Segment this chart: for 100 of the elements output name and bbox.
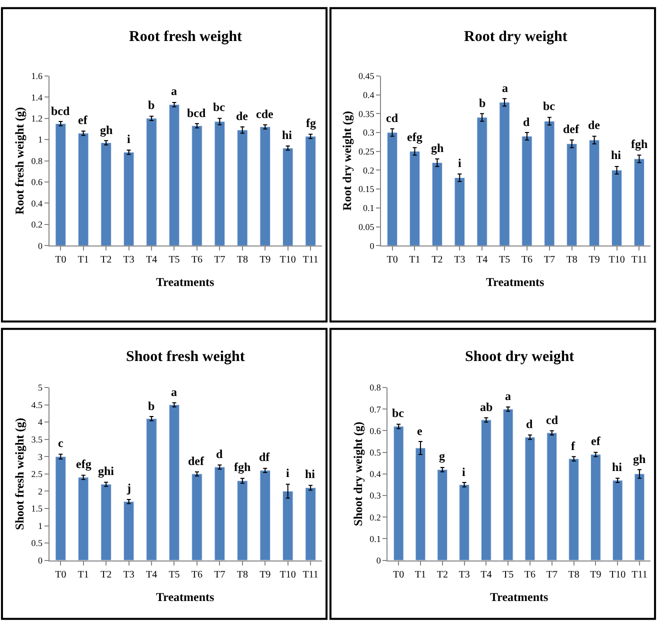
annotation: d bbox=[526, 417, 533, 431]
annotation: e bbox=[417, 424, 423, 438]
y-tick-label: 1.5 bbox=[31, 504, 43, 514]
bar bbox=[409, 151, 420, 246]
bar bbox=[459, 484, 470, 560]
annotation: gh bbox=[100, 123, 113, 137]
annotation: b bbox=[479, 96, 486, 110]
bar bbox=[568, 458, 579, 560]
annotation: ef bbox=[78, 113, 88, 127]
y-axis-title: Shoot fresh weight (g) bbox=[12, 418, 27, 530]
annotation: cde bbox=[256, 107, 274, 121]
annotation: b bbox=[148, 98, 155, 112]
y-tick-label: 1 bbox=[38, 520, 42, 531]
annotation: hi bbox=[612, 460, 623, 474]
bar bbox=[78, 477, 89, 560]
bar bbox=[393, 426, 404, 560]
chart-title: Shoot fresh weight bbox=[126, 349, 245, 365]
chart-title: Root fresh weight bbox=[129, 29, 242, 45]
annotation: a bbox=[505, 389, 511, 403]
annotation: fg bbox=[306, 116, 316, 130]
annotation: c bbox=[58, 436, 64, 450]
annotation: ef bbox=[591, 434, 602, 448]
annotation: fgh bbox=[234, 460, 251, 474]
chart-title: Shoot dry weight bbox=[465, 349, 574, 365]
bar bbox=[123, 152, 134, 246]
bar bbox=[546, 432, 558, 560]
annotation: hi bbox=[611, 148, 622, 162]
annotation: a bbox=[171, 385, 177, 399]
y-tick-label: 0.5 bbox=[370, 447, 382, 458]
bar bbox=[168, 404, 180, 560]
y-tick-label: 0.8 bbox=[31, 156, 43, 166]
bar bbox=[589, 140, 600, 246]
annotation: i bbox=[286, 466, 290, 480]
annotation: i bbox=[458, 156, 462, 170]
x-axis-title: Treatments bbox=[156, 275, 215, 289]
x-tick-label: T2 bbox=[436, 569, 448, 580]
annotation: ab bbox=[480, 400, 493, 414]
x-tick-label: T1 bbox=[409, 254, 420, 266]
y-tick-label: 0.2 bbox=[31, 220, 42, 230]
x-tick-label: T3 bbox=[123, 569, 134, 580]
bar bbox=[524, 436, 536, 560]
bar bbox=[282, 148, 294, 246]
annotation: efg bbox=[407, 130, 422, 144]
bar bbox=[499, 102, 510, 246]
x-tick-label: T6 bbox=[524, 569, 536, 580]
x-tick-label: T6 bbox=[191, 254, 203, 266]
annotation: bc bbox=[213, 100, 226, 114]
annotation: bcd bbox=[187, 106, 206, 120]
bar bbox=[305, 487, 316, 560]
annotation: efg bbox=[76, 457, 92, 471]
y-tick-label: 0.25 bbox=[358, 146, 375, 157]
x-tick-label: T0 bbox=[55, 254, 66, 266]
x-tick-label: T5 bbox=[502, 569, 514, 580]
y-tick-label: 0 bbox=[38, 555, 43, 566]
y-tick-label: 0 bbox=[376, 555, 382, 566]
bar bbox=[566, 144, 578, 246]
annotation: bc bbox=[392, 406, 405, 420]
y-tick-label: 0.4 bbox=[31, 198, 43, 208]
annotation: de bbox=[236, 109, 249, 123]
annotation: g bbox=[439, 449, 445, 463]
y-tick-label: 0.45 bbox=[358, 71, 375, 82]
x-tick-label: T7 bbox=[214, 254, 226, 266]
annotation: d bbox=[523, 115, 530, 129]
y-tick-label: 0.3 bbox=[370, 490, 382, 501]
x-tick-label: T4 bbox=[480, 569, 492, 580]
annotation: def bbox=[563, 122, 580, 136]
x-tick-label: T6 bbox=[191, 569, 203, 580]
annotation: fgh bbox=[631, 137, 648, 151]
bar bbox=[476, 117, 488, 246]
y-tick-label: 0.1 bbox=[363, 203, 374, 214]
bar bbox=[100, 484, 112, 560]
bar bbox=[612, 480, 623, 560]
y-axis-title: Root fresh weight (g) bbox=[12, 107, 27, 215]
x-tick-label: T3 bbox=[454, 254, 466, 266]
bar bbox=[55, 456, 66, 560]
bar bbox=[544, 120, 555, 246]
x-tick-label: T11 bbox=[632, 569, 648, 580]
bar bbox=[260, 470, 270, 560]
bar bbox=[237, 130, 248, 246]
annotation: a bbox=[171, 84, 177, 98]
bar bbox=[454, 178, 465, 246]
x-tick-label: T8 bbox=[568, 569, 580, 580]
x-axis-title: Treatments bbox=[156, 590, 215, 604]
bar bbox=[634, 158, 645, 246]
bar bbox=[55, 123, 66, 246]
y-tick-label: 5 bbox=[38, 382, 43, 393]
bar bbox=[123, 501, 134, 560]
bar bbox=[502, 408, 514, 560]
x-tick-label: T8 bbox=[566, 254, 578, 266]
bar bbox=[305, 136, 316, 246]
annotation: gh bbox=[633, 452, 646, 466]
y-tick-label: 1.2 bbox=[31, 114, 42, 124]
annotation: hi bbox=[282, 128, 293, 142]
x-tick-label: T9 bbox=[588, 254, 600, 266]
x-tick-label: T8 bbox=[236, 569, 248, 580]
x-tick-label: T3 bbox=[458, 569, 470, 580]
bar bbox=[192, 126, 202, 246]
bar bbox=[611, 170, 622, 246]
bar bbox=[78, 132, 89, 246]
y-tick-label: 1 bbox=[38, 134, 42, 145]
